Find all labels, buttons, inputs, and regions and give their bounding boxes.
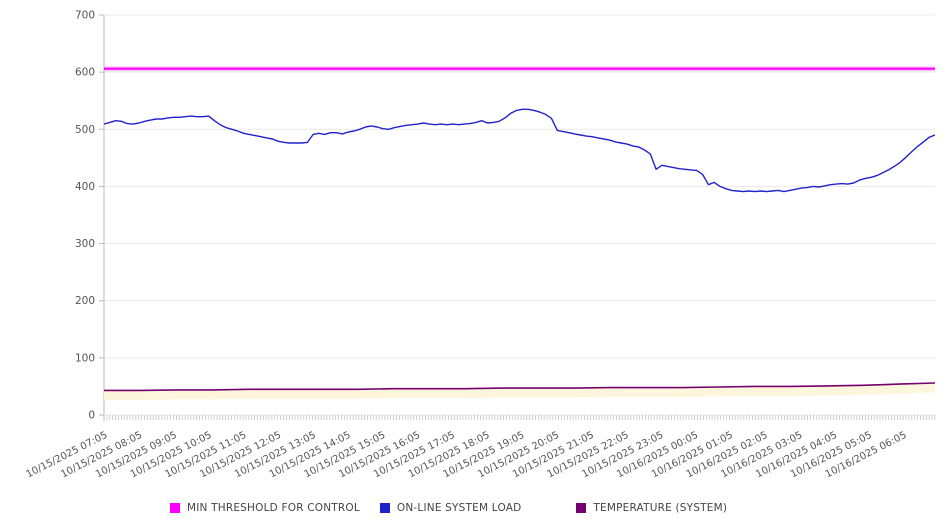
legend-item-temperature[interactable]: TEMPERATURE (SYSTEM) <box>576 502 727 514</box>
legend-swatch-system-load-icon <box>379 503 390 513</box>
legend-swatch-min-threshold-icon <box>170 503 180 513</box>
y-axis-label: 300 <box>75 238 95 250</box>
series-temperature-line <box>104 382 936 392</box>
series-lines <box>103 66 936 400</box>
y-axis-label: 600 <box>75 67 95 79</box>
y-axis-label: 400 <box>75 181 95 193</box>
series-system-load-line <box>103 108 936 193</box>
legend-label-temperature: TEMPERATURE (SYSTEM) <box>593 502 728 514</box>
legend-item-min-threshold[interactable]: MIN THRESHOLD FOR CONTROL <box>170 502 360 514</box>
y-axis-label: 100 <box>75 352 95 364</box>
y-axis-label: 500 <box>75 124 95 136</box>
temperature-underlay <box>104 383 936 400</box>
x-minor-ticks <box>103 415 936 420</box>
y-axis-labels: 0 100 200 300 400 500 600 700 <box>75 10 95 422</box>
y-axis-label: 0 <box>88 410 95 422</box>
chart-legend: MIN THRESHOLD FOR CONTROL ON-LINE SYSTEM… <box>0 497 946 519</box>
legend-item-system-load[interactable]: ON-LINE SYSTEM LOAD <box>379 502 522 514</box>
legend-swatch-temperature-icon <box>576 503 587 513</box>
y-axis-label: 700 <box>75 10 95 22</box>
line-chart-canvas: 0 100 200 300 400 500 600 700 10/15/2025 07:0510… <box>24 10 936 480</box>
y-gridlines <box>104 14 935 416</box>
y-tick-marks <box>99 14 104 416</box>
legend-label-system-load: ON-LINE SYSTEM LOAD <box>396 502 522 514</box>
axes <box>103 15 935 421</box>
legend-label-min-threshold: MIN THRESHOLD FOR CONTROL <box>187 502 360 514</box>
y-axis-label: 200 <box>75 295 95 307</box>
